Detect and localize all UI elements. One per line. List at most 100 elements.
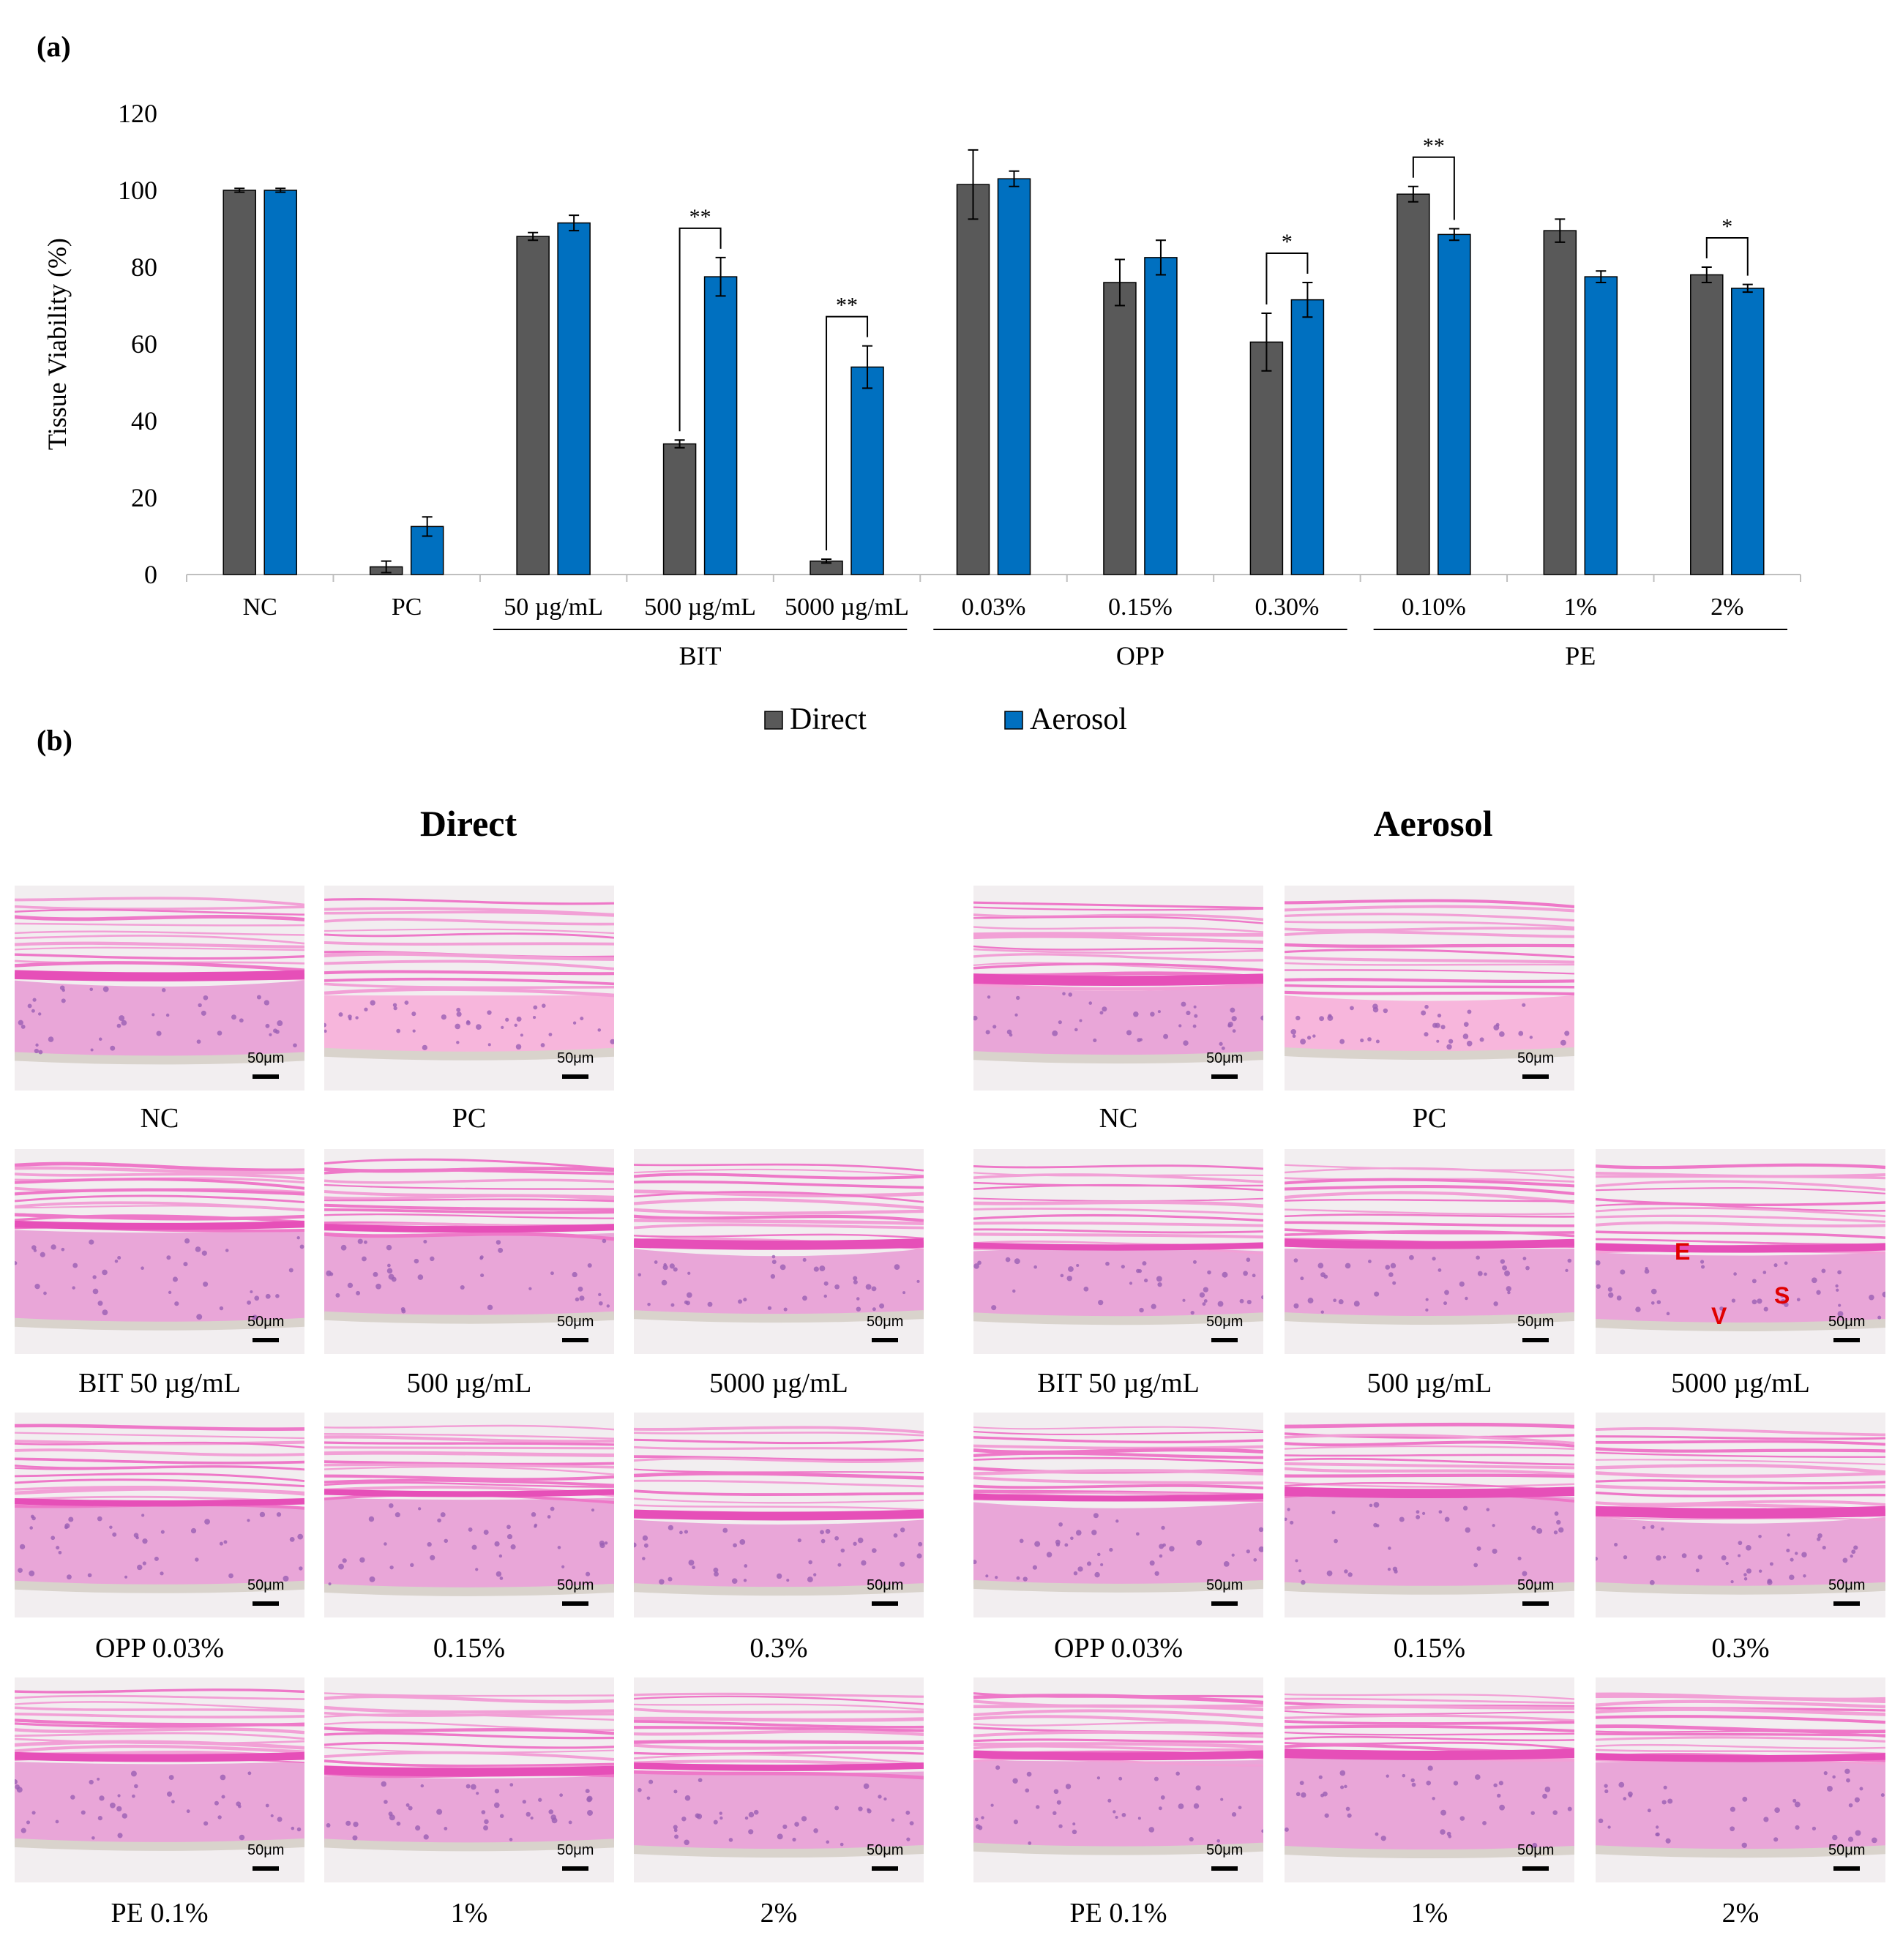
cell-nucleus (201, 1250, 207, 1256)
cell-nucleus (1424, 1004, 1429, 1009)
cell-nucleus (1144, 1278, 1148, 1283)
scale-bar-label: 50μm (1517, 1577, 1555, 1593)
cell-nucleus (1319, 1016, 1325, 1022)
scale-bar (1211, 1074, 1238, 1079)
panel-b-label: (b) (37, 724, 72, 757)
caption-a_pe01: PE 0.1% (1069, 1898, 1167, 1929)
cell-nucleus (1847, 1836, 1854, 1842)
cell-nucleus (1375, 1039, 1380, 1044)
histology-drawing (634, 1149, 924, 1354)
cell-nucleus (540, 1043, 545, 1047)
cell-nucleus (834, 1806, 840, 1811)
cell-nucleus (557, 1546, 561, 1549)
cell-nucleus (116, 1806, 122, 1812)
tissue-fiber (324, 1741, 614, 1749)
cell-nucleus (68, 1516, 74, 1522)
cell-nucleus (364, 1240, 367, 1244)
cell-nucleus (905, 1810, 911, 1815)
histology-drawing (15, 886, 304, 1091)
tissue-fiber (15, 1466, 304, 1471)
cell-nucleus (174, 1301, 179, 1306)
legend-swatch-aerosol (1004, 711, 1023, 730)
tissue-fiber (15, 1205, 304, 1212)
histology-image-d_bit500 (324, 1149, 614, 1354)
cell-nucleus (883, 1797, 887, 1801)
scale-bar (1522, 1866, 1549, 1871)
cell-nucleus (572, 1271, 577, 1278)
histology-image-d_opp003 (15, 1413, 304, 1617)
scale-bar-label: 50μm (247, 1314, 285, 1330)
cell-nucleus (1596, 1284, 1601, 1289)
cell-nucleus (1219, 1041, 1223, 1046)
cell-nucleus (1062, 992, 1066, 996)
cell-nucleus (1522, 1257, 1527, 1260)
cell-nucleus (338, 1012, 343, 1017)
cell-nucleus (1109, 1547, 1113, 1552)
cell-nucleus (1751, 1279, 1757, 1284)
caption-a_opp003: OPP 0.03% (1054, 1633, 1183, 1664)
tissue-fiber (15, 1727, 304, 1735)
cell-nucleus (487, 1043, 491, 1047)
cell-nucleus (1459, 1281, 1465, 1287)
tissue-fiber (324, 940, 614, 946)
tissue-fiber (634, 1438, 924, 1445)
cell-nucleus (579, 1295, 585, 1301)
tissue-fiber (324, 1481, 614, 1488)
cell-nucleus (1738, 1554, 1741, 1557)
cell-nucleus (387, 1263, 391, 1268)
scale-bar (872, 1866, 898, 1871)
cell-nucleus (1796, 1298, 1801, 1302)
keratin-band (15, 1497, 304, 1507)
caption-d_bit5000: 5000 µg/mL (709, 1368, 848, 1399)
basal-membrane (973, 1579, 1263, 1593)
cell-nucleus (1544, 1787, 1551, 1792)
cell-nucleus (1476, 1255, 1480, 1260)
cell-nucleus (1231, 1016, 1237, 1022)
cell-nucleus (1327, 1014, 1334, 1021)
basal-membrane (324, 1583, 614, 1596)
significance-bracket (678, 227, 722, 432)
cell-nucleus (1848, 1803, 1853, 1808)
tissue-fiber (973, 1715, 1263, 1727)
cell-nucleus (291, 1826, 295, 1830)
cell-nucleus (110, 1045, 116, 1051)
tissue-fiber (973, 1448, 1263, 1454)
histology-drawing (634, 1413, 924, 1617)
cell-nucleus (386, 1268, 393, 1274)
tissue-fiber (324, 1203, 614, 1211)
cell-nucleus (1231, 1553, 1235, 1557)
tissue-fiber (1596, 1491, 1885, 1497)
cell-nucleus (1446, 1044, 1452, 1050)
cell-nucleus (186, 1809, 190, 1814)
scale-bar (1211, 1338, 1238, 1342)
cell-nucleus (1243, 1271, 1248, 1276)
tissue-fiber (1596, 1459, 1885, 1465)
cell-nucleus (802, 1295, 807, 1301)
tissue-fiber (1596, 1484, 1885, 1491)
cell-nucleus (1192, 1260, 1197, 1264)
cell-nucleus (681, 1817, 687, 1822)
group-label: BIT (679, 641, 722, 670)
cell-nucleus (739, 1538, 746, 1545)
cell-nucleus (1223, 1561, 1230, 1567)
cell-nucleus (1402, 1773, 1406, 1778)
tissue-fiber (15, 908, 304, 916)
tissue-layer (15, 1505, 304, 1589)
cell-nucleus (288, 1268, 294, 1273)
histology-image-a_pe1 (1285, 1677, 1574, 1882)
cell-nucleus (1792, 1798, 1797, 1803)
cell-nucleus (801, 1816, 807, 1822)
tissue-layer (324, 995, 614, 1056)
histology-image-d_pe1 (324, 1677, 614, 1882)
cell-nucleus (357, 1238, 363, 1244)
tissue-fiber (324, 1732, 614, 1740)
cell-nucleus (217, 1815, 222, 1819)
cell-nucleus (1730, 1580, 1734, 1584)
cell-nucleus (1239, 1298, 1244, 1303)
cell-nucleus (340, 1244, 347, 1251)
cell-nucleus (1751, 1299, 1757, 1305)
scale-bar (1522, 1601, 1549, 1606)
cell-nucleus (1149, 1560, 1155, 1566)
keratin-band (634, 1762, 924, 1771)
cell-nucleus (112, 1532, 117, 1537)
